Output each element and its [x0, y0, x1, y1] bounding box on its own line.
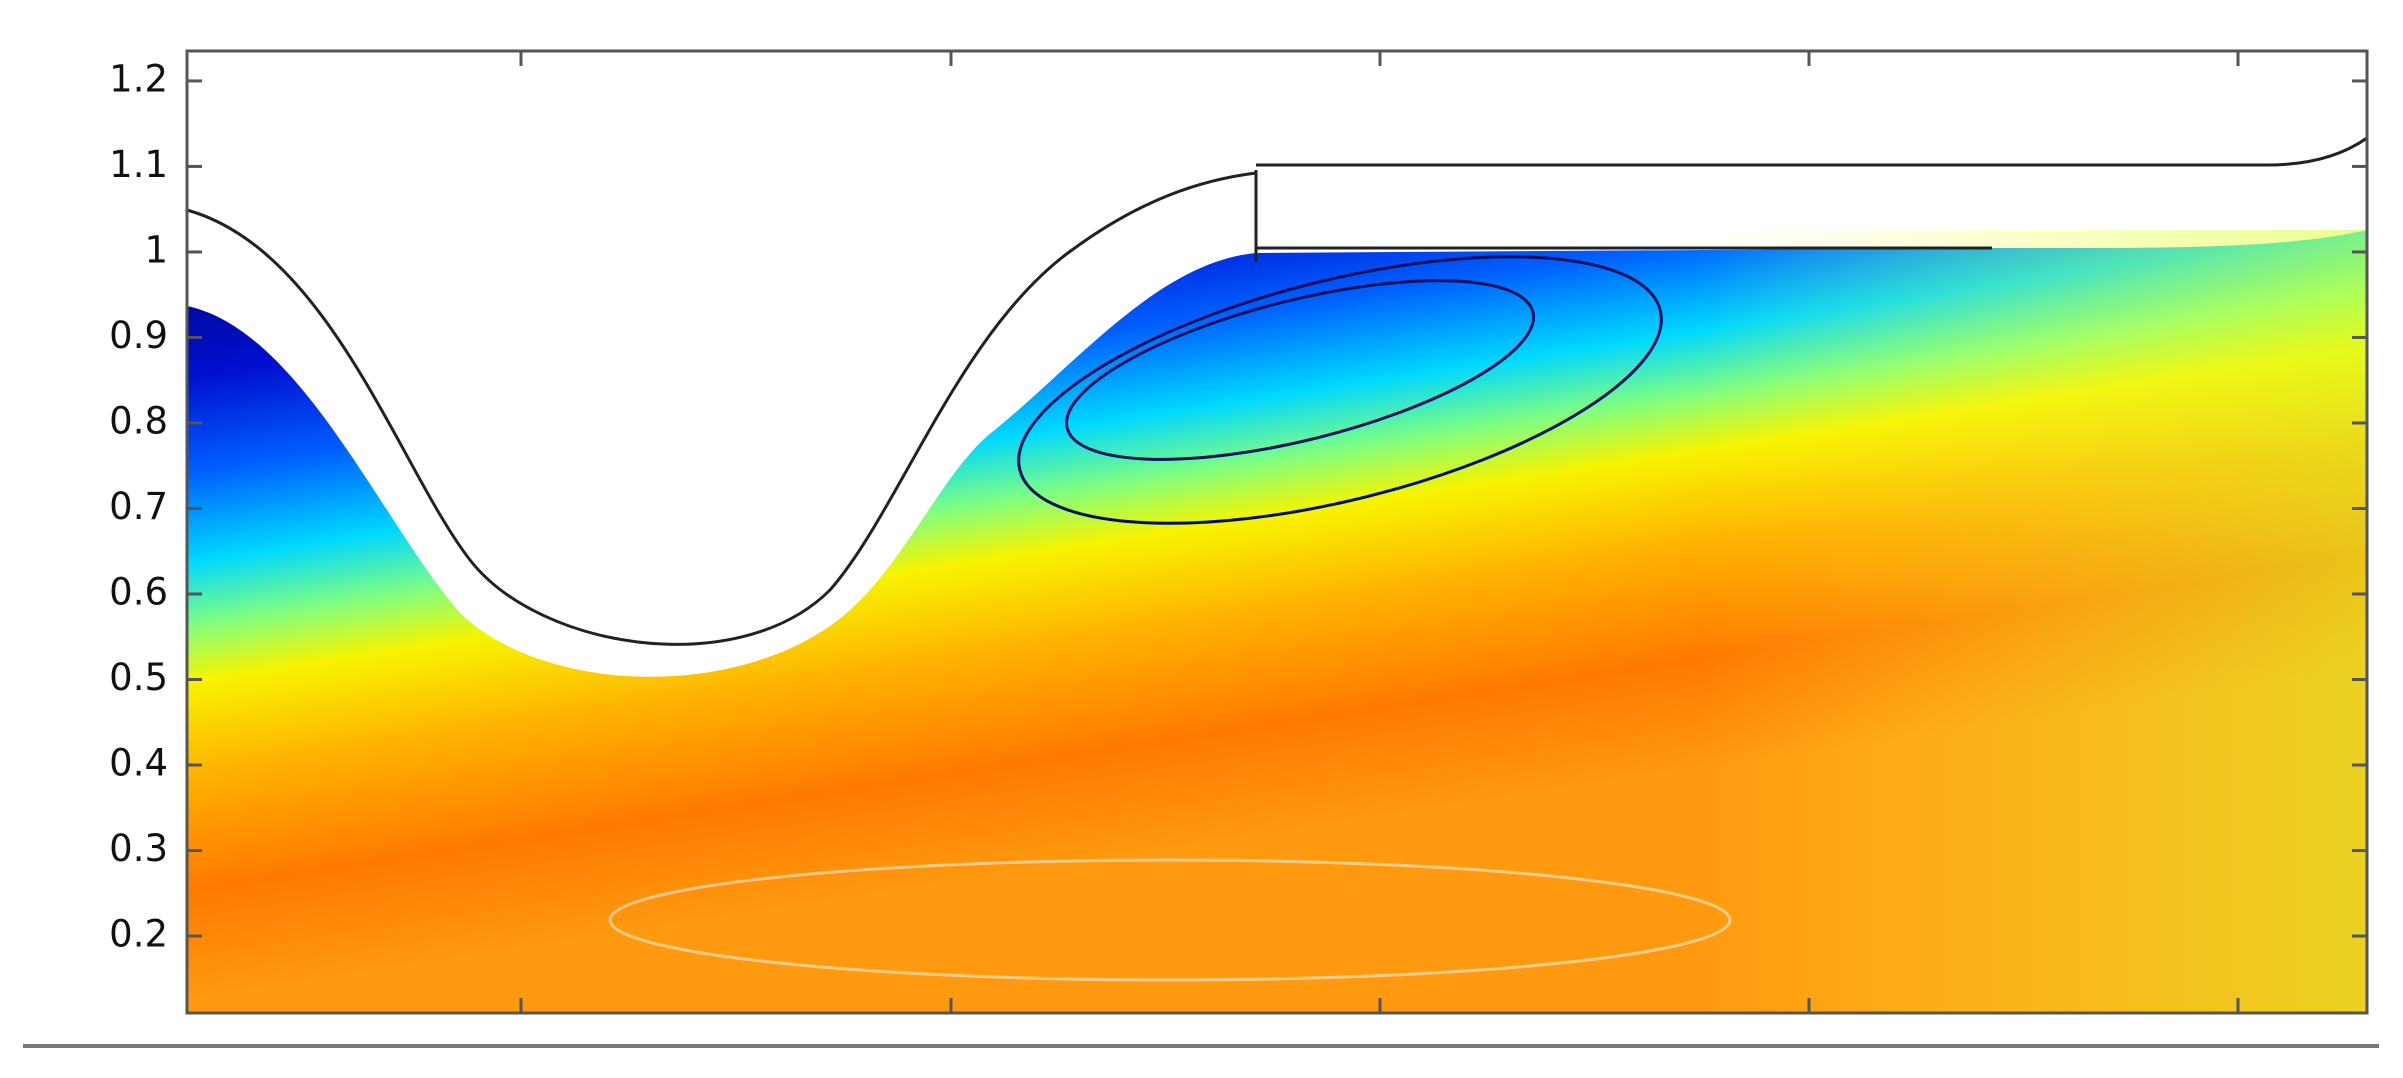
geometry: [186, 136, 2368, 646]
y-tick-label: 0.3: [109, 827, 168, 870]
y-tick-label: 0.4: [109, 742, 168, 785]
y-tick-label: 0.8: [109, 399, 168, 442]
contour-loop: [1065, 279, 1535, 461]
field-shade: [1700, 230, 2367, 1013]
channel-top: [1256, 136, 2368, 167]
plot-frame: [185, 49, 2369, 1015]
y-tick-label: 0.6: [109, 570, 168, 613]
y-tick-label: 1.1: [109, 143, 168, 186]
y-tick-label: 0.9: [109, 314, 168, 357]
y-tick-label: 0.5: [109, 656, 168, 699]
y-tick-label: 1.2: [109, 57, 168, 100]
wall-curve: [186, 171, 1257, 646]
y-tick-label: 0.7: [109, 485, 168, 528]
x-tick-marks: [519, 51, 2240, 1013]
field: [187, 230, 2367, 1013]
contour-loop: [1017, 255, 1663, 525]
contour-loop: [608, 858, 1732, 982]
y-tick-label: 1: [144, 228, 168, 271]
y-tick-label: 0.2: [109, 913, 168, 956]
